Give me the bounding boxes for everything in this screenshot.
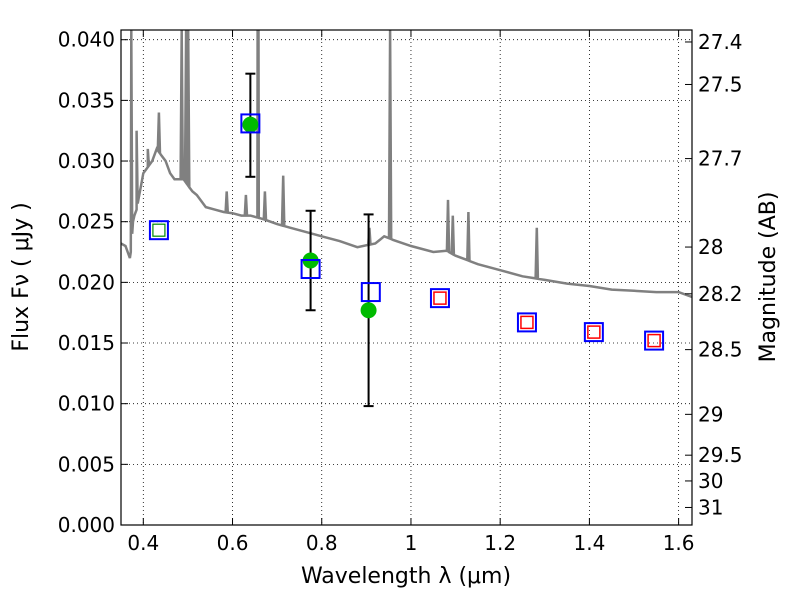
mag-tick-label: 31 [698, 495, 723, 519]
labels-layer: Wavelength λ (μm) Flux Fν ( μJy ) Magnit… [9, 192, 781, 589]
y-tick-label: 0.020 [58, 270, 115, 294]
y-tick-label: 0.010 [58, 392, 115, 416]
mag-tick-label: 28.5 [698, 338, 743, 362]
x-axis-label: Wavelength λ (μm) [301, 564, 511, 589]
axes-layer: 0.4 0.6 0.8 1 1.2 1.4 1.6 0.000 0.005 0.010 0.015 0… [58, 28, 743, 555]
observed-point [242, 116, 259, 133]
spectrum-layer [121, 30, 692, 299]
mag-tick-label: 27.5 [698, 72, 743, 96]
model-band-inner-square [520, 315, 534, 330]
y-tick-label: 0.025 [58, 210, 115, 234]
y-tick-label: 0.015 [58, 331, 115, 355]
model-band-square [240, 113, 261, 134]
x-tick-label: 1 [405, 531, 418, 555]
x-tick-label: 1.2 [484, 531, 516, 555]
y2-axis-label: Magnitude (AB) [756, 192, 781, 363]
plot-frame [120, 29, 693, 526]
model-spectrum-line [121, 30, 692, 299]
model-band-inner-square [647, 333, 661, 348]
x-tick-label: 1.6 [663, 531, 695, 555]
x-tick-label: 1.4 [573, 531, 605, 555]
mag-tick-label: 27.7 [698, 147, 743, 171]
x-tick-label: 0.6 [217, 531, 249, 555]
points-layer [148, 72, 665, 408]
model-band-inner-square [433, 291, 447, 305]
mag-tick-label: 27.4 [698, 30, 743, 54]
model-band-inner-square [152, 223, 166, 237]
model-band-square [583, 322, 604, 343]
y-tick-label: 0.005 [58, 452, 115, 476]
y-tick-label: 0.000 [58, 513, 115, 537]
model-band-square [300, 259, 321, 280]
grid-layer [121, 30, 692, 526]
mag-tick-label: 29 [698, 402, 723, 426]
x-tick-label: 0.8 [306, 531, 338, 555]
model-band-square [148, 220, 169, 241]
mag-tick-label: 28 [698, 235, 723, 259]
observed-point [360, 302, 377, 319]
y-tick-label: 0.030 [58, 149, 115, 173]
model-band-inner-square [587, 325, 601, 339]
model-band-square [516, 312, 537, 333]
y-axis-label: Flux Fν ( μJy ) [9, 202, 34, 351]
mag-tick-label: 30 [698, 469, 723, 493]
y-tick-label: 0.035 [58, 88, 115, 112]
mag-tick-label: 28.2 [698, 282, 743, 306]
y-tick-label: 0.040 [58, 28, 115, 52]
x-tick-label: 0.4 [127, 531, 159, 555]
model-band-square [360, 282, 381, 303]
model-band-square [644, 330, 665, 351]
model-band-square [429, 288, 450, 309]
mag-tick-label: 29.5 [698, 443, 743, 467]
